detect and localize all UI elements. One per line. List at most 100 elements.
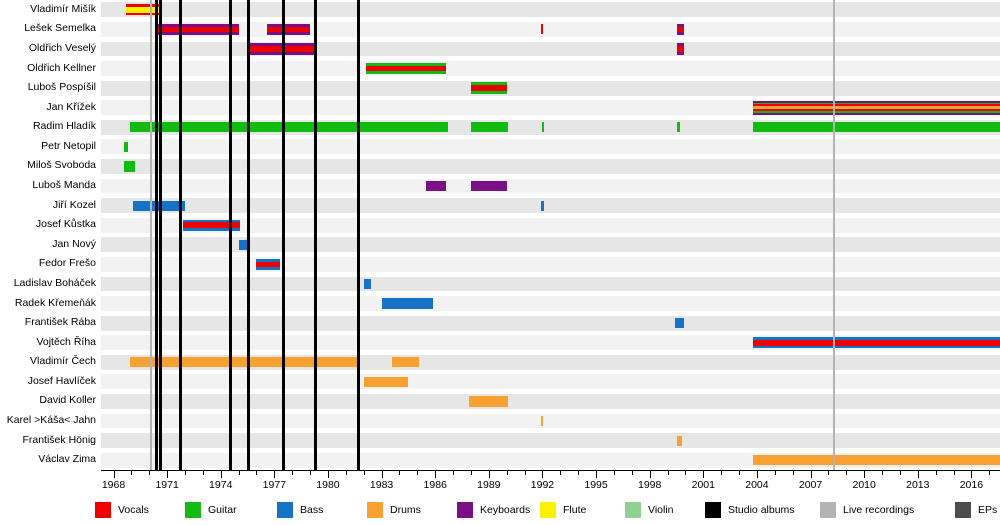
legend-swatch-vocals-icon bbox=[95, 502, 111, 518]
release-marker-studio-albums[interactable] bbox=[228, 0, 232, 470]
bar-role-keyboards bbox=[470, 180, 507, 192]
legend-item-eps[interactable]: EPs bbox=[955, 501, 997, 519]
bar-role-drums bbox=[392, 357, 420, 368]
timeline-bar[interactable] bbox=[124, 141, 128, 152]
timeline-bar[interactable] bbox=[256, 258, 280, 271]
legend-swatch-keyboards-icon bbox=[457, 502, 473, 518]
release-marker-studio-albums[interactable] bbox=[282, 0, 286, 470]
legend-item-drums[interactable]: Drums bbox=[367, 501, 421, 519]
legend-label: Live recordings bbox=[843, 504, 915, 516]
timeline-bar[interactable] bbox=[540, 24, 543, 35]
timeline-bar[interactable] bbox=[676, 122, 681, 133]
chart-legend: Vocals Guitar Bass Drums Keyboards Flute Violi… bbox=[0, 498, 1000, 525]
timeline-bar[interactable] bbox=[753, 122, 1000, 133]
legend-item-live-recordings[interactable]: Live recordings bbox=[820, 501, 914, 519]
member-label: Lešek Semelka bbox=[24, 22, 96, 35]
legend-item-vocals[interactable]: Vocals bbox=[95, 501, 149, 519]
timeline-bar[interactable] bbox=[247, 43, 314, 55]
row-background bbox=[101, 2, 1000, 18]
timeline-bar[interactable] bbox=[238, 239, 248, 250]
release-marker-studio-albums[interactable] bbox=[357, 0, 361, 470]
axis-tick-label: 2004 bbox=[745, 479, 769, 491]
timeline-bar[interactable] bbox=[753, 100, 1000, 115]
bar-role-vocals bbox=[183, 222, 241, 229]
axis-tick-minor bbox=[560, 470, 562, 475]
axis-tick-minor bbox=[185, 470, 186, 475]
bar-role-bass bbox=[363, 278, 371, 290]
row-background bbox=[101, 413, 1000, 429]
release-marker-studio-albums[interactable] bbox=[158, 0, 162, 470]
member-label: Vojtěch Říha bbox=[36, 335, 96, 348]
axis-tick-major bbox=[917, 470, 919, 478]
release-marker-studio-albums[interactable] bbox=[314, 0, 318, 470]
timeline-bar[interactable] bbox=[470, 180, 507, 192]
timeline-bar[interactable] bbox=[470, 82, 507, 94]
release-marker-studio-albums[interactable] bbox=[246, 0, 250, 470]
axis-tick-minor bbox=[774, 470, 776, 475]
timeline-bar[interactable] bbox=[381, 298, 434, 309]
timeline-bar[interactable] bbox=[753, 455, 1000, 466]
timeline-bar[interactable] bbox=[126, 4, 162, 16]
bar-role-drums bbox=[753, 455, 1000, 466]
legend-item-keyboards[interactable]: Keyboards bbox=[457, 501, 530, 519]
bar-role-vocals bbox=[267, 26, 311, 33]
bar-role-bass bbox=[540, 200, 545, 211]
bar-role-vocals bbox=[470, 85, 507, 91]
axis-tick-minor bbox=[899, 470, 901, 475]
timeline-bar[interactable] bbox=[676, 43, 684, 55]
timeline-bar[interactable] bbox=[676, 435, 682, 446]
bar-role-vocals bbox=[365, 65, 446, 72]
timeline-bar[interactable] bbox=[156, 23, 239, 36]
legend-label: Flute bbox=[563, 504, 587, 516]
bar-role-vocals bbox=[540, 24, 543, 35]
timeline-bar[interactable] bbox=[540, 200, 545, 211]
axis-tick-minor bbox=[882, 470, 884, 475]
legend-item-guitar[interactable]: Guitar bbox=[185, 501, 237, 519]
timeline-bar[interactable] bbox=[470, 122, 509, 133]
timeline-bar[interactable] bbox=[426, 180, 446, 192]
bar-role-drums bbox=[676, 435, 682, 446]
timeline-bar[interactable] bbox=[753, 337, 1000, 349]
release-marker-studio-albums[interactable] bbox=[178, 0, 182, 470]
release-marker-live-recordings[interactable] bbox=[832, 0, 835, 470]
timeline-bar[interactable] bbox=[365, 62, 446, 75]
axis-tick-major bbox=[703, 470, 705, 478]
row-background bbox=[101, 198, 1000, 214]
legend-item-violin[interactable]: Violin bbox=[625, 501, 674, 519]
axis-tick-minor bbox=[131, 470, 133, 475]
row-background bbox=[101, 159, 1000, 174]
timeline-bar[interactable] bbox=[183, 219, 241, 231]
timeline-bar[interactable] bbox=[674, 318, 684, 329]
axis-tick-minor bbox=[292, 470, 294, 475]
legend-swatch-violin-icon bbox=[625, 502, 641, 518]
bar-role-vocals bbox=[247, 46, 314, 52]
timeline-bar[interactable] bbox=[267, 23, 311, 36]
row-background bbox=[101, 394, 1000, 409]
bar-role-drums bbox=[469, 396, 509, 407]
axis-tick-minor bbox=[631, 470, 633, 475]
legend-item-bass[interactable]: Bass bbox=[277, 501, 323, 519]
timeline-bar[interactable] bbox=[469, 396, 509, 407]
legend-swatch-drums-icon bbox=[367, 502, 383, 518]
timeline-bar[interactable] bbox=[129, 357, 357, 368]
legend-label: Vocals bbox=[118, 504, 149, 516]
timeline-bar[interactable] bbox=[676, 23, 684, 36]
legend-item-studio-albums[interactable]: Studio albums bbox=[705, 501, 795, 519]
axis-tick-minor bbox=[149, 470, 151, 475]
legend-item-flute[interactable]: Flute bbox=[540, 501, 586, 519]
timeline-bar[interactable] bbox=[540, 415, 543, 427]
release-marker-studio-albums[interactable] bbox=[155, 0, 159, 470]
axis-tick-minor bbox=[721, 470, 723, 475]
timeline-bar[interactable] bbox=[129, 122, 448, 133]
release-marker-live-recordings[interactable] bbox=[150, 0, 153, 470]
row-background bbox=[101, 80, 1000, 96]
timeline-bar[interactable] bbox=[392, 357, 420, 368]
timeline-bar[interactable] bbox=[363, 278, 371, 290]
timeline-bar[interactable] bbox=[363, 376, 409, 387]
timeline-bar[interactable] bbox=[542, 122, 545, 133]
axis-tick-minor bbox=[506, 470, 508, 475]
bar-role-vocals bbox=[256, 261, 280, 268]
row-background bbox=[101, 315, 1000, 331]
timeline-bar[interactable] bbox=[124, 161, 135, 172]
